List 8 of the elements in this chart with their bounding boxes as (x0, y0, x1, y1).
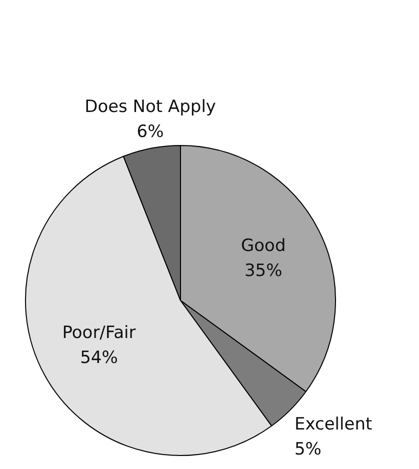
data-label: 54% (80, 348, 118, 368)
data-label: 5% (294, 439, 322, 460)
slice-label: Does Not Apply (84, 97, 216, 118)
slice-label: Excellent (294, 414, 372, 434)
data-label: 6% (136, 122, 164, 142)
slice-label: Poor/Fair (62, 322, 136, 343)
slice-label: Good (240, 236, 286, 256)
data-label: 35% (244, 260, 282, 281)
